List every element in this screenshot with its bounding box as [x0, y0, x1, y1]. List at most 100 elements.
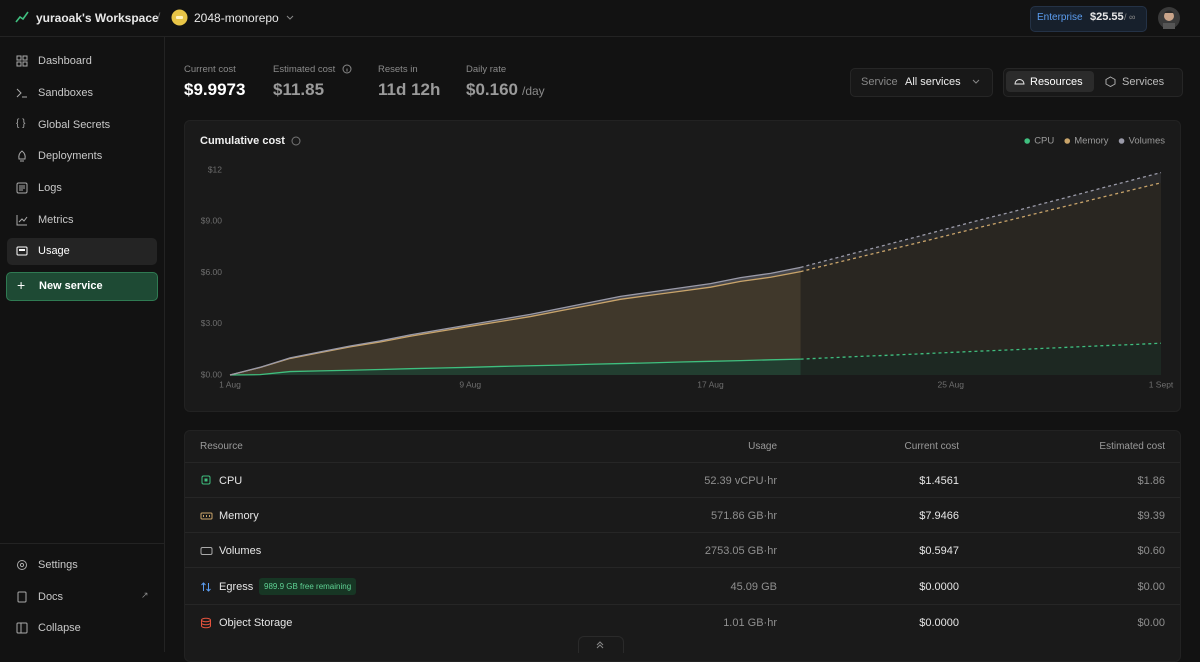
- row-separator: [185, 567, 1180, 568]
- forecast-line: [800, 342, 1162, 360]
- y-tick-label: $9.00: [201, 216, 223, 226]
- separator: /: [157, 10, 161, 24]
- legend-label: Memory: [1074, 136, 1109, 147]
- stat-value: 11d 12h: [378, 80, 441, 99]
- workspace-name[interactable]: yuraoak's Workspace: [36, 11, 159, 25]
- free-badge: 989.9 GB free remaining: [259, 578, 357, 595]
- tab-active-bg: [1006, 71, 1094, 92]
- info-icon[interactable]: [291, 136, 301, 146]
- nav-item[interactable]: Collapse: [38, 622, 81, 634]
- nav-item-active[interactable]: Usage: [38, 245, 70, 257]
- nav-item[interactable]: Docs: [38, 591, 64, 603]
- stat-value: $9.9973: [184, 80, 246, 99]
- select-label: Service: [861, 76, 898, 88]
- button-label[interactable]: New service: [39, 280, 103, 292]
- estimated-cost: $0.60: [1137, 545, 1165, 557]
- resource-name: CPU: [219, 475, 243, 487]
- y-tick-label: $0.00: [201, 369, 223, 379]
- project-name[interactable]: 2048-monorepo: [194, 11, 279, 25]
- y-tick-label: $6.00: [201, 267, 223, 277]
- nav-icon: [16, 246, 28, 256]
- area-fill: [800, 343, 1161, 375]
- area-fill: [230, 267, 801, 375]
- external-icon: ↗: [141, 590, 149, 600]
- balance: $25.55: [1090, 11, 1124, 23]
- usage: 1.01 GB·hr: [723, 617, 777, 629]
- project-icon: [171, 9, 188, 26]
- scroll-handle[interactable]: [578, 636, 624, 653]
- stat-label: Estimated cost: [273, 64, 336, 75]
- nav-icon: { }: [16, 118, 26, 129]
- row-separator: [185, 497, 1180, 498]
- select-value: All services: [905, 76, 961, 88]
- tab-icon: [1105, 76, 1116, 87]
- usage: 571.86 GB·hr: [710, 510, 777, 522]
- usage: 52.39 vCPU·hr: [704, 475, 777, 487]
- legend-swatch: [1024, 138, 1030, 144]
- tab[interactable]: Services: [1122, 76, 1165, 88]
- nav-icon: [17, 591, 27, 603]
- x-tick-label: 17 Aug: [697, 379, 724, 389]
- series-line: [229, 266, 801, 376]
- resource-icon: [201, 582, 211, 592]
- row-separator: [185, 604, 1180, 605]
- x-tick-label: 9 Aug: [459, 379, 481, 389]
- avatar[interactable]: [1158, 7, 1180, 29]
- nav-active-bg: [7, 238, 157, 265]
- sidebar: [0, 37, 165, 652]
- chart-panel: [184, 120, 1181, 412]
- usage: 2753.05 GB·hr: [704, 545, 777, 557]
- tab[interactable]: Resources: [1030, 76, 1083, 88]
- stat-label: Resets in: [378, 64, 418, 75]
- nav-item[interactable]: Deployments: [38, 150, 103, 162]
- current-cost: $0.5947: [919, 545, 959, 557]
- row-separator: [185, 532, 1180, 533]
- divider: [0, 543, 164, 544]
- y-tick-label: $12: [208, 164, 222, 174]
- x-tick-label: 1 Aug: [219, 379, 241, 389]
- nav-item[interactable]: Dashboard: [38, 55, 92, 67]
- resource-name: Volumes: [219, 545, 262, 557]
- area-fill: [230, 271, 801, 375]
- nav-item[interactable]: Logs: [38, 182, 62, 194]
- nav-item[interactable]: Global Secrets: [38, 119, 111, 131]
- resource-name: Memory: [219, 510, 259, 522]
- series-line: [229, 358, 801, 376]
- nav-item[interactable]: Sandboxes: [38, 87, 94, 99]
- forecast-line: [800, 182, 1162, 273]
- nav-icon: [16, 215, 28, 226]
- logo: [15, 11, 29, 23]
- new-service-button[interactable]: [6, 272, 158, 301]
- plan-pill[interactable]: [1030, 6, 1147, 32]
- nav-item[interactable]: Metrics: [38, 214, 74, 226]
- stat-unit: /day: [522, 84, 545, 98]
- table-panel: [184, 430, 1181, 662]
- usage: 45.09 GB: [730, 581, 777, 593]
- estimated-cost: $0.00: [1137, 581, 1165, 593]
- info-icon[interactable]: [342, 64, 352, 74]
- service-select[interactable]: [850, 68, 993, 97]
- series-line: [229, 271, 801, 376]
- current-cost: $0.0000: [919, 617, 959, 629]
- nav-icon: [16, 55, 28, 67]
- chevron[interactable]: [285, 13, 295, 23]
- forecast-line: [800, 171, 1162, 269]
- resource-name: Egress: [219, 581, 254, 593]
- nav-item[interactable]: Settings: [38, 559, 78, 571]
- legend-label: Volumes: [1129, 136, 1166, 147]
- resource-icon: [201, 475, 211, 485]
- legend-swatch: [1064, 138, 1071, 144]
- chart: Cumulative cost $0.00 $3.00 $6.00 $9.00 $12 1…: [200, 135, 1174, 389]
- chart-title: Cumulative cost: [200, 135, 285, 147]
- nav-icon: [16, 182, 28, 194]
- y-tick-label: $3.00: [201, 318, 223, 328]
- chevron: [972, 79, 980, 84]
- legend-swatch: [1118, 138, 1125, 144]
- current-cost: $1.4561: [919, 475, 959, 487]
- row-separator: [185, 462, 1180, 463]
- stat-value: $0.160: [466, 80, 518, 99]
- estimated-cost: $1.86: [1137, 475, 1165, 487]
- estimated-cost: $9.39: [1137, 510, 1165, 522]
- current-cost: $0.0000: [919, 581, 959, 593]
